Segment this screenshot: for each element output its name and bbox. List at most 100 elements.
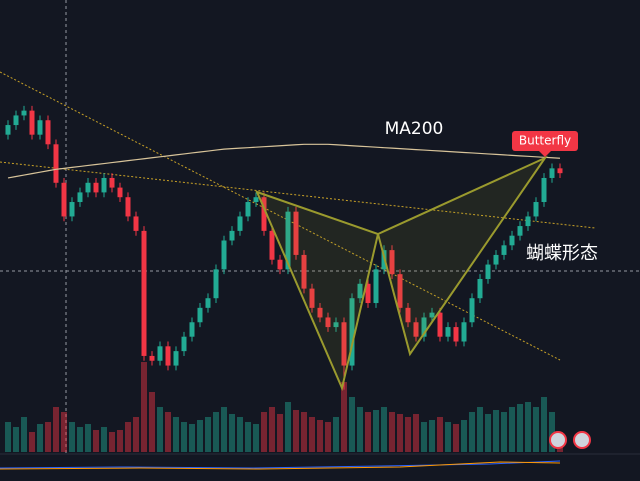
volume-bar bbox=[341, 382, 347, 452]
volume-bar bbox=[205, 417, 211, 452]
volume-bar bbox=[389, 412, 395, 452]
volume-bar bbox=[13, 427, 19, 452]
volume-bar bbox=[85, 424, 91, 452]
volume-bar bbox=[189, 424, 195, 452]
pattern-badge-bg bbox=[512, 131, 578, 151]
volume-bar bbox=[285, 402, 291, 452]
candle-body bbox=[189, 322, 195, 337]
volume-bar bbox=[429, 420, 435, 452]
volume-bar bbox=[413, 414, 419, 452]
volume-bar bbox=[501, 412, 507, 452]
candle-body bbox=[21, 110, 27, 116]
candle-body bbox=[285, 211, 291, 270]
candle-body bbox=[61, 182, 67, 217]
volume-bar bbox=[509, 407, 515, 452]
candle-body bbox=[309, 288, 315, 308]
volume-bar bbox=[437, 417, 443, 452]
candle-body bbox=[133, 216, 139, 231]
candle-body bbox=[421, 317, 427, 337]
candle-body bbox=[541, 177, 547, 203]
candle-body bbox=[253, 197, 259, 203]
volume-bar bbox=[405, 417, 411, 452]
indicator-line bbox=[0, 460, 561, 469]
volume-bar bbox=[293, 410, 299, 452]
candle-body bbox=[125, 197, 131, 217]
volume-bar bbox=[269, 407, 275, 452]
volume-bar bbox=[525, 402, 531, 452]
candle-body bbox=[45, 120, 51, 145]
volume-bar bbox=[5, 422, 11, 452]
volume-bar bbox=[261, 412, 267, 452]
volume-bar bbox=[53, 407, 59, 452]
volume-bar bbox=[253, 424, 259, 452]
trend-line bbox=[0, 71, 561, 361]
candle-body bbox=[341, 322, 347, 366]
candle-body bbox=[493, 254, 499, 265]
candle-body bbox=[157, 346, 163, 361]
candle-body bbox=[205, 298, 211, 308]
candle-body bbox=[461, 322, 467, 342]
candle-body bbox=[165, 346, 171, 366]
pattern-note: 蝴蝶形态 bbox=[526, 243, 598, 264]
volume-bar bbox=[77, 427, 83, 452]
candle-body bbox=[549, 168, 555, 178]
candle-body bbox=[429, 312, 435, 318]
volume-bar bbox=[357, 407, 363, 452]
candle-body bbox=[485, 264, 491, 279]
candle-body bbox=[13, 115, 19, 126]
butterfly-pattern bbox=[255, 155, 548, 392]
volume-bar bbox=[237, 417, 243, 452]
volume-bar bbox=[485, 414, 491, 452]
pattern-triangle bbox=[255, 190, 380, 392]
volume-bar bbox=[309, 417, 315, 452]
volume-bar bbox=[173, 417, 179, 452]
candle-body bbox=[509, 235, 515, 246]
volume-bar bbox=[37, 424, 43, 452]
candle-body bbox=[533, 202, 539, 217]
candle-body bbox=[333, 322, 339, 328]
candle-body bbox=[477, 278, 483, 299]
volume-bar bbox=[29, 432, 35, 452]
candle-body bbox=[109, 177, 115, 188]
candle-body bbox=[357, 283, 363, 299]
volume-bar bbox=[477, 407, 483, 452]
candle-body bbox=[405, 307, 411, 323]
volume-bar bbox=[445, 422, 451, 452]
volume-bar bbox=[181, 422, 187, 452]
volume-bar bbox=[133, 417, 139, 452]
candle-body bbox=[37, 120, 43, 135]
candle-body bbox=[69, 202, 75, 217]
volume-bar bbox=[381, 407, 387, 452]
volume-bar bbox=[229, 414, 235, 452]
candle-body bbox=[317, 307, 323, 318]
candle-body bbox=[213, 269, 219, 299]
candle-body bbox=[101, 177, 107, 193]
candle-body bbox=[197, 307, 203, 323]
candle-body bbox=[5, 125, 11, 135]
volume-bar bbox=[461, 420, 467, 452]
candle-body bbox=[141, 230, 147, 356]
candle-body bbox=[77, 192, 83, 203]
volume-bar bbox=[245, 422, 251, 452]
candle-body bbox=[413, 322, 419, 337]
candle-body bbox=[293, 211, 299, 255]
volume-bar bbox=[349, 397, 355, 452]
volume-bar bbox=[149, 392, 155, 452]
event-flag bbox=[549, 431, 567, 449]
candle-body bbox=[269, 230, 275, 260]
ma-label: MA200 bbox=[385, 119, 444, 139]
volume-bar bbox=[197, 420, 203, 452]
volume-bar bbox=[213, 412, 219, 452]
candle-body bbox=[53, 144, 59, 183]
volume-bar bbox=[493, 410, 499, 452]
volume-bar bbox=[61, 412, 67, 452]
event-flags bbox=[549, 431, 591, 449]
volume-bar bbox=[365, 412, 371, 452]
candle-body bbox=[469, 298, 475, 323]
volume-bar bbox=[277, 414, 283, 452]
candle-body bbox=[245, 202, 251, 217]
candle-body bbox=[349, 298, 355, 366]
candle-body bbox=[261, 197, 267, 231]
volume-bar bbox=[45, 422, 51, 452]
